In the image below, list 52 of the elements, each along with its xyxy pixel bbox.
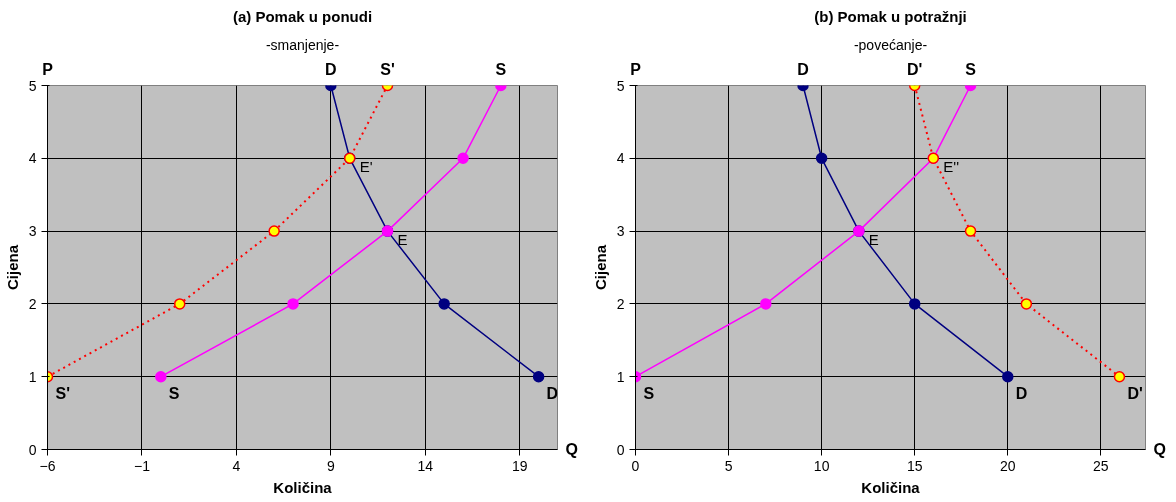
annotation: E xyxy=(397,231,408,249)
x-axis-title: Količina xyxy=(273,478,333,496)
y-tick-label: 1 xyxy=(28,368,37,385)
chart-title: (a) Pomak u ponudi xyxy=(232,7,373,25)
text: Q xyxy=(1153,441,1166,458)
y-tick-label: 0 xyxy=(28,441,37,458)
series-label: S' xyxy=(380,60,395,78)
series-label: D' xyxy=(907,60,923,78)
text: S' xyxy=(55,384,70,402)
y-tick-label: 4 xyxy=(28,150,37,167)
y-tick-label: 5 xyxy=(616,77,625,94)
y-axis-title: Cijena xyxy=(3,244,21,291)
x-tick-label: −6 xyxy=(39,457,56,474)
x-tick-label: 25 xyxy=(1093,457,1109,474)
text: D xyxy=(546,384,559,402)
annotation: E xyxy=(868,231,879,249)
y-tick-label: 1 xyxy=(616,368,625,385)
x-axis-title: Količina xyxy=(861,478,921,496)
y-tick-label: 4 xyxy=(616,150,625,167)
y-tick-label: 3 xyxy=(616,223,625,240)
x-tick-label: 14 xyxy=(417,457,434,474)
y-tick-label: 0 xyxy=(616,441,625,458)
annotation: E' xyxy=(359,158,373,176)
text: S xyxy=(643,384,655,402)
chart-title: (b) Pomak u potražnji xyxy=(814,7,967,25)
chart-subtitle: -smanjenje- xyxy=(265,36,340,53)
x-tick-label: −1 xyxy=(133,457,151,474)
text: S xyxy=(168,384,180,402)
y-tick-label: 2 xyxy=(616,295,625,312)
annotation: E'' xyxy=(943,158,960,176)
series-label: S xyxy=(965,60,977,78)
chart-subtitle: -povećanje- xyxy=(853,36,928,53)
text: D' xyxy=(1127,384,1143,402)
x-tick-label: 9 xyxy=(326,457,335,474)
x-tick-label: 10 xyxy=(813,457,830,474)
x-tick-label: 5 xyxy=(724,457,733,474)
series-label: D xyxy=(325,60,337,78)
x-tick-label: 20 xyxy=(999,457,1016,474)
x-tick-label: 19 xyxy=(511,457,528,474)
series-label: S xyxy=(495,60,507,78)
text: P xyxy=(42,60,54,78)
y-tick-label: 3 xyxy=(28,223,37,240)
text: P xyxy=(630,60,642,78)
text: D xyxy=(1015,384,1028,402)
y-tick-label: 5 xyxy=(28,77,37,94)
text: Q xyxy=(565,441,578,458)
x-tick-label: 4 xyxy=(232,457,241,474)
series-label: D xyxy=(797,60,809,78)
y-tick-label: 2 xyxy=(28,295,37,312)
x-tick-label: 15 xyxy=(906,457,923,474)
y-axis-title: Cijena xyxy=(591,244,609,291)
x-tick-label: 0 xyxy=(631,457,640,474)
